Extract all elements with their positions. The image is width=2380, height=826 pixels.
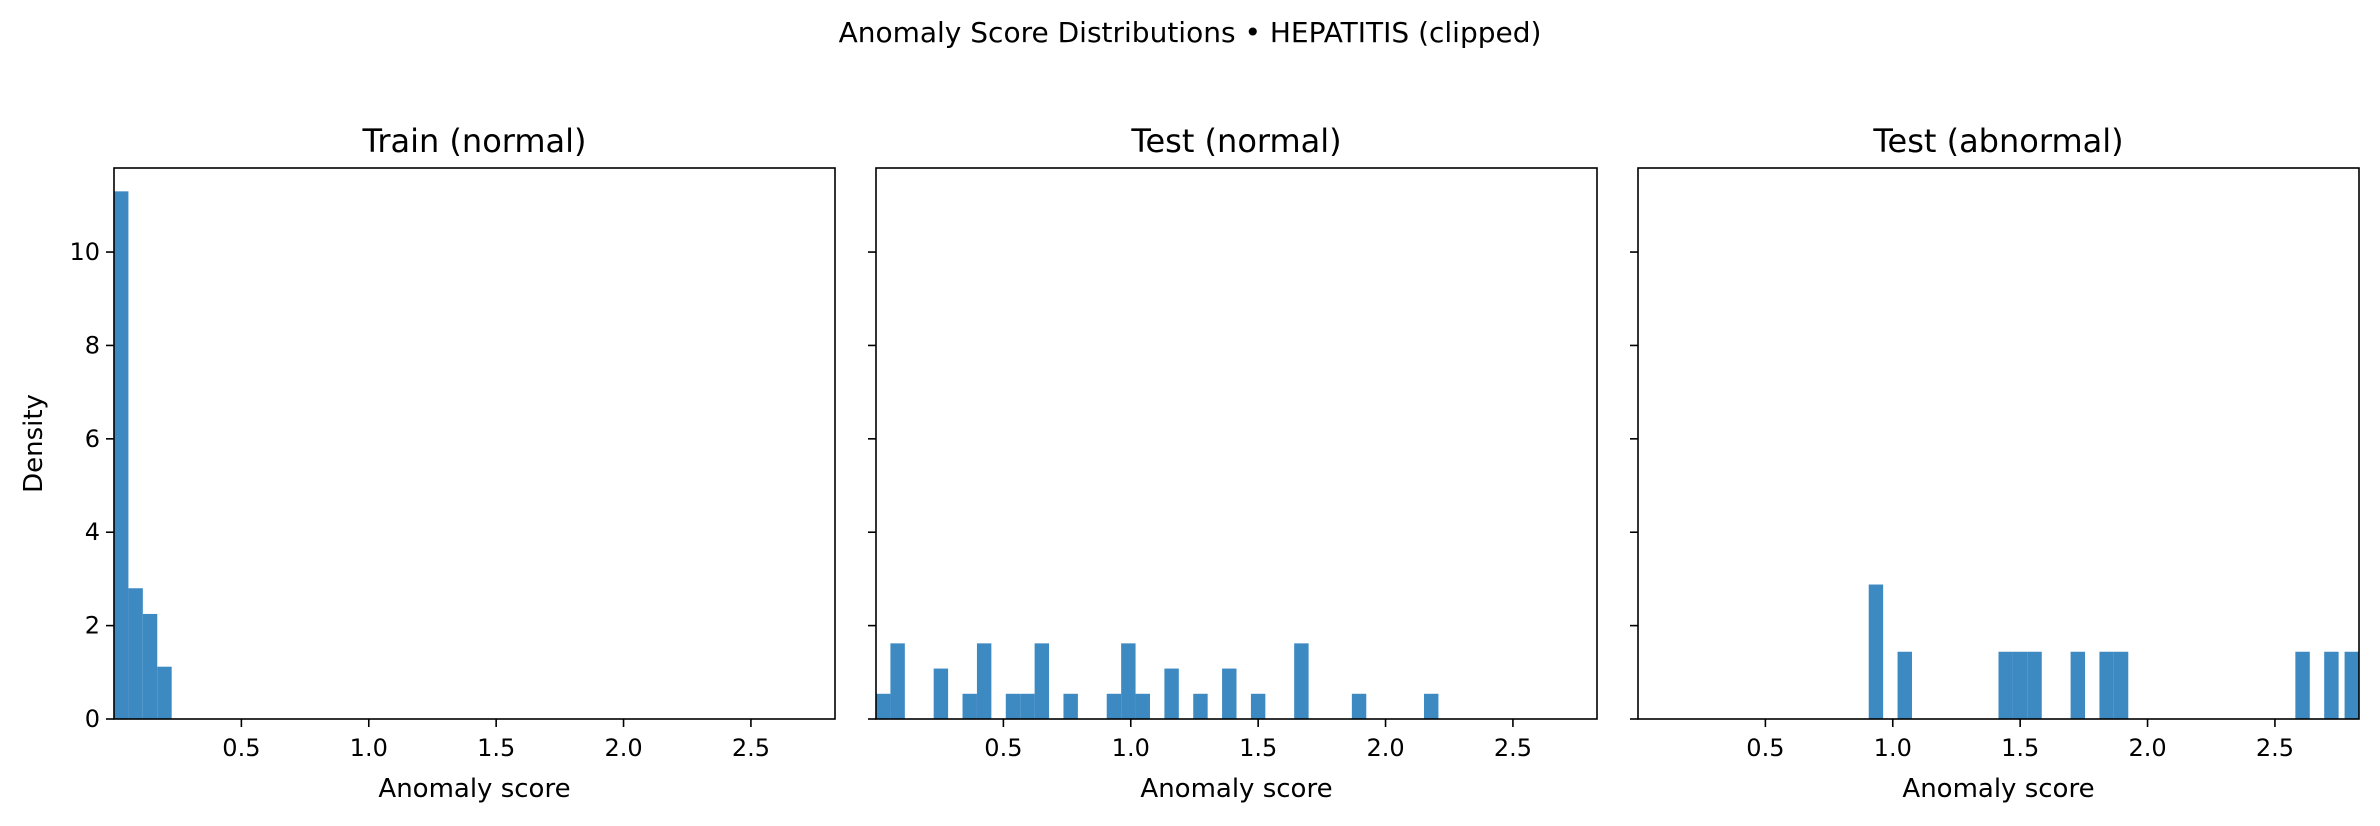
x-tick-label: 0.5 bbox=[222, 734, 260, 762]
y-tick-label: 10 bbox=[69, 238, 100, 266]
histogram-bar bbox=[933, 668, 949, 719]
histogram-bar bbox=[2012, 651, 2028, 719]
histogram-bar bbox=[1164, 668, 1179, 719]
y-tick-label: 0 bbox=[85, 705, 100, 733]
x-tick-label: 2.5 bbox=[2256, 734, 2294, 762]
histogram-bar bbox=[1294, 643, 1309, 719]
x-tick-label: 1.5 bbox=[477, 734, 515, 762]
histogram-bar bbox=[2344, 651, 2359, 719]
histogram-bar bbox=[1135, 693, 1150, 719]
x-tick-label: 1.5 bbox=[2001, 734, 2039, 762]
histogram-bar bbox=[157, 666, 172, 719]
y-tick-label: 6 bbox=[85, 425, 100, 453]
panels: 0.5 1.0 1.5 2.0 2.5 0 2 4 6 8 10 Train (normal) Anom… bbox=[19, 122, 2360, 804]
panel-3: 0.5 1.0 1.5 2.0 2.5 Test (abnormal) Anomaly sc… bbox=[1630, 122, 2360, 804]
x-tick-label: 2.5 bbox=[1494, 734, 1532, 762]
histogram-bar bbox=[2113, 651, 2129, 719]
x-tick-label: 1.0 bbox=[1112, 734, 1150, 762]
panel-2: 0.5 1.0 1.5 2.0 2.5 Test (normal) Anomaly scor… bbox=[868, 122, 1598, 804]
histogram-bar bbox=[1897, 651, 1912, 719]
x-axis-label: Anomaly score bbox=[1140, 774, 1332, 804]
axes-frame bbox=[1637, 167, 2360, 720]
y-tick-label: 8 bbox=[85, 331, 100, 359]
histogram-bar bbox=[1424, 693, 1439, 719]
histogram-bar bbox=[962, 693, 977, 719]
x-tick-label: 1.5 bbox=[1239, 734, 1277, 762]
x-tick-label: 2.5 bbox=[732, 734, 770, 762]
histogram-bar bbox=[142, 613, 158, 719]
y-axis-label: Density bbox=[19, 394, 49, 493]
histogram-bar bbox=[2099, 651, 2114, 719]
histogram-bar bbox=[1998, 651, 2013, 719]
histogram-bar bbox=[1106, 693, 1122, 719]
histogram-bar bbox=[1193, 693, 1208, 719]
panel-title: Test (abnormal) bbox=[1872, 122, 2123, 160]
histogram-bar bbox=[1250, 693, 1266, 719]
y-tick-label: 2 bbox=[85, 612, 100, 640]
panel-title: Test (normal) bbox=[1130, 122, 1341, 160]
x-tick-label: 0.5 bbox=[984, 734, 1022, 762]
histogram-bar bbox=[1034, 643, 1050, 719]
x-tick-label: 2.0 bbox=[604, 734, 642, 762]
axes-frame bbox=[875, 167, 1598, 720]
x-axis-label: Anomaly score bbox=[378, 774, 570, 804]
histogram-bar bbox=[1121, 643, 1136, 719]
histogram-bar bbox=[1005, 693, 1021, 719]
y-tick-label: 4 bbox=[85, 518, 100, 546]
histogram-bar bbox=[1351, 693, 1367, 719]
x-tick-label: 0.5 bbox=[1746, 734, 1784, 762]
x-tick-label: 1.0 bbox=[350, 734, 388, 762]
panel-1: 0.5 1.0 1.5 2.0 2.5 0 2 4 6 8 10 Train (normal) Anom… bbox=[19, 122, 836, 804]
histogram-bar bbox=[114, 191, 129, 719]
histogram-bar bbox=[976, 643, 992, 719]
histogram-bar bbox=[2070, 651, 2086, 719]
axes-frame bbox=[113, 167, 836, 720]
x-axis-label: Anomaly score bbox=[1902, 774, 2094, 804]
histogram-bar bbox=[1020, 693, 1035, 719]
histogram-bar bbox=[128, 588, 143, 719]
histogram-bar bbox=[2324, 651, 2339, 719]
x-tick-label: 1.0 bbox=[1874, 734, 1912, 762]
histogram-bar bbox=[1063, 693, 1078, 719]
histogram-bar bbox=[890, 643, 905, 719]
histogram-bar bbox=[876, 693, 891, 719]
panel-title: Train (normal) bbox=[361, 122, 586, 160]
x-tick-label: 2.0 bbox=[2128, 734, 2166, 762]
histogram-bar bbox=[1222, 668, 1237, 719]
histogram-bar bbox=[2295, 651, 2310, 719]
histogram-bar bbox=[1868, 584, 1884, 719]
x-tick-label: 2.0 bbox=[1366, 734, 1404, 762]
histogram-bar bbox=[2027, 651, 2042, 719]
figure-suptitle: Anomaly Score Distributions • HEPATITIS … bbox=[839, 16, 1542, 49]
